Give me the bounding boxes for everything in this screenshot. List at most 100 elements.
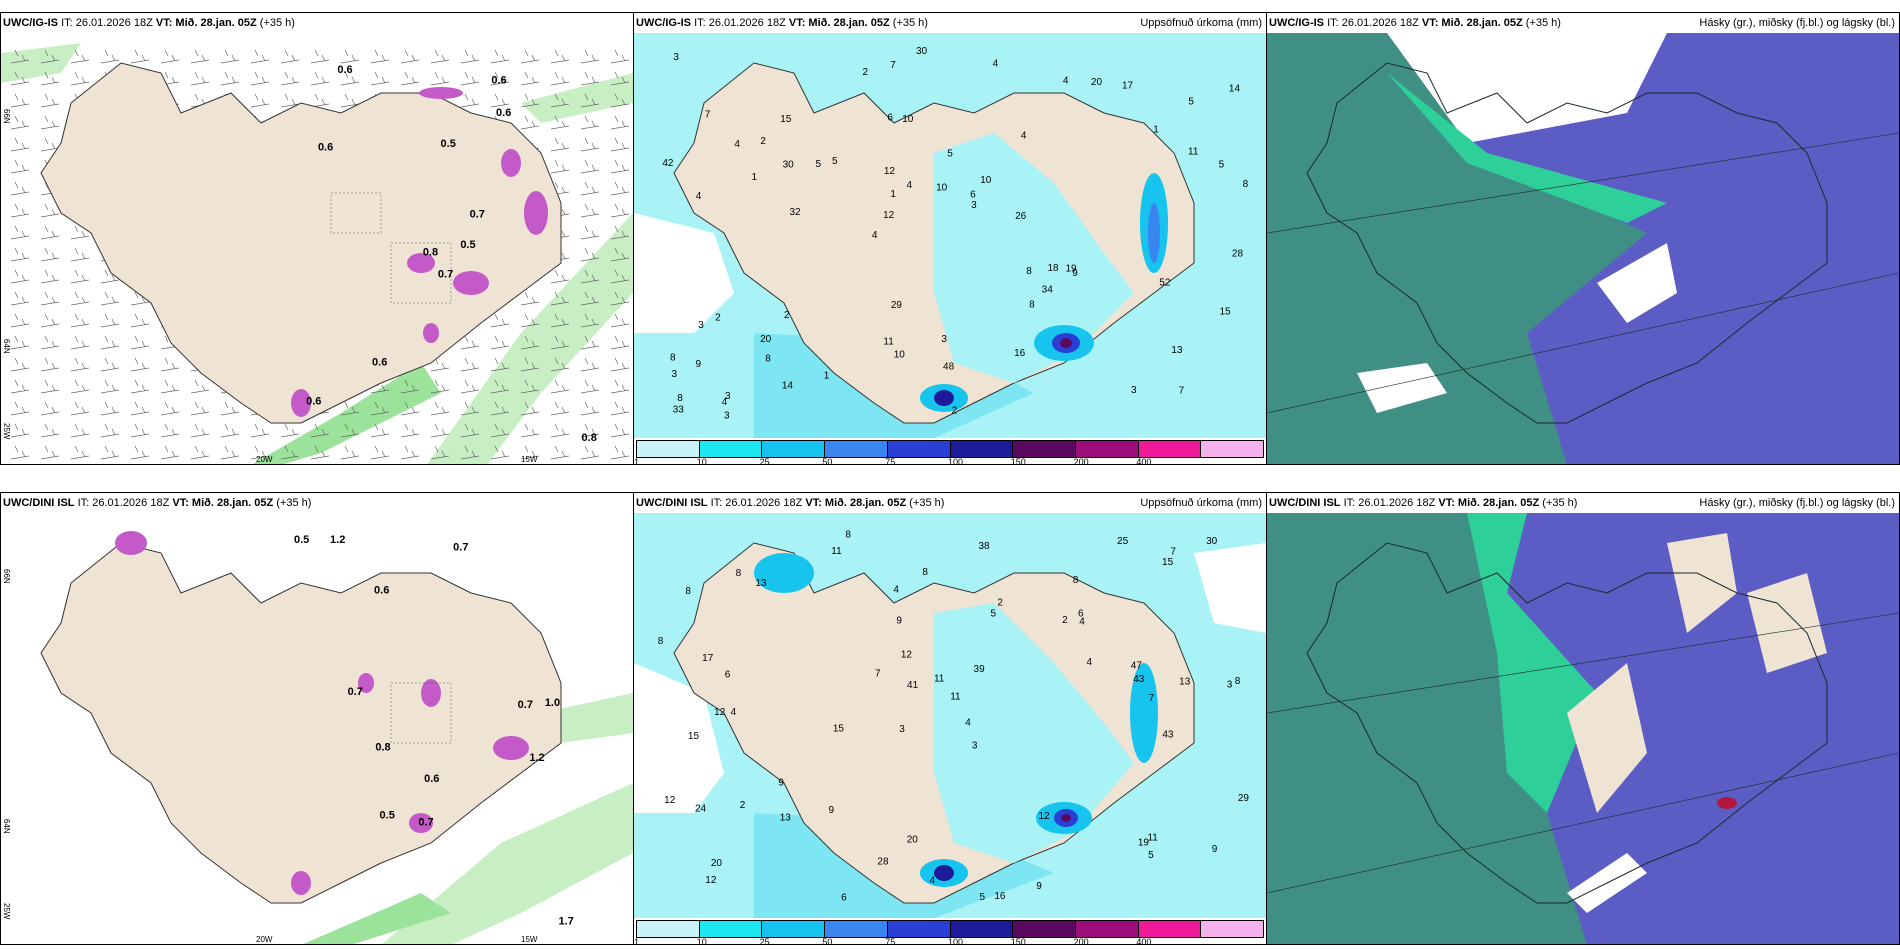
wind-barb-icon <box>100 313 120 328</box>
precip-value-label: 8 <box>765 354 771 365</box>
wind-barb-icon <box>550 269 570 284</box>
wind-value-label: 0.6 <box>318 142 333 154</box>
precip-value-label: 5 <box>1148 850 1154 861</box>
wind-barb-icon <box>160 445 180 460</box>
precip-value-label: 12 <box>714 707 726 718</box>
wind-barb-icon <box>40 379 60 394</box>
wind-barb-icon <box>280 93 300 108</box>
precip-value-label: 30 <box>916 46 928 57</box>
wind-barb-icon <box>580 203 600 218</box>
precip-value-label: 13 <box>1171 345 1183 356</box>
wind-barb-icon <box>220 423 240 438</box>
colorbar-swatch <box>762 921 826 937</box>
precip-value-label: 8 <box>1243 179 1249 190</box>
wind-barb-icon <box>40 423 60 438</box>
wind-barb-icon <box>520 379 540 394</box>
precip-colorbar: 1 10 25 50 75 100 150 200 400 <box>634 440 1266 465</box>
wind-barb-icon <box>160 379 180 394</box>
colorbar-tick-label: 25 <box>759 457 770 465</box>
precip-value-label: 43 <box>1133 674 1145 685</box>
wind-barb-icon <box>610 401 630 416</box>
precip-value-label: 20 <box>907 835 919 846</box>
wind-barb-icon <box>610 313 630 328</box>
wind-barb-icon <box>190 401 210 416</box>
lat-64-label: 64N <box>2 819 11 834</box>
wind-barb-icon <box>10 335 30 350</box>
wind-value-label: 0.7 <box>418 816 433 828</box>
wind-barb-icon <box>310 445 330 460</box>
wind-barb-icon <box>310 423 330 438</box>
wind-barb-icon <box>610 49 630 64</box>
wind-barb-icon <box>370 423 390 438</box>
wind-barb-icon <box>40 247 60 262</box>
precip-value-label: 12 <box>664 795 676 806</box>
lon-20-label: 20W <box>256 455 273 464</box>
wind-barb-icon <box>550 291 570 306</box>
cloud-map <box>1267 513 1899 944</box>
precip-value-label: 2 <box>997 597 1003 608</box>
wind-barb-icon <box>310 71 330 86</box>
wind-value-label: 0.7 <box>470 208 485 220</box>
panel-title: UWC/IG-IS IT: 26.01.2026 18Z VT: Mið. 28… <box>636 17 928 29</box>
colorbar-ticks: 1 10 25 50 75 100 150 200 400 <box>634 457 1264 465</box>
precip-value-label: 20 <box>711 858 723 869</box>
precip-value-label: 12 <box>883 210 895 221</box>
panel-title: UWC/IG-IS IT: 26.01.2026 18Z VT: Mið. 28… <box>1269 17 1561 29</box>
wind-barb-icon <box>610 203 630 218</box>
colorbar-swatch <box>825 441 888 457</box>
wind-barb-icon <box>160 401 180 416</box>
wind-barb-icon <box>340 71 360 86</box>
wind-barb-icon <box>610 423 630 438</box>
wind-barb-icon <box>70 225 90 240</box>
wind-barb-icon <box>10 269 30 284</box>
wind-barb-icon <box>40 291 60 306</box>
wind-barb-icon <box>490 445 510 460</box>
wind-barb-icon <box>520 49 540 64</box>
wind-value-label: 0.6 <box>424 773 439 785</box>
precip-value-label: 2 <box>952 405 958 416</box>
colorbar-tick-label: 10 <box>696 457 707 465</box>
precip-value-label: 13 <box>1179 676 1191 687</box>
wind-barb-icon <box>40 93 60 108</box>
precip-value-label: 1 <box>824 371 830 382</box>
wind-barb-icon <box>40 313 60 328</box>
wind-barb-icon <box>280 423 300 438</box>
precip-value-label: 8 <box>670 352 676 363</box>
precip-value-label: 5 <box>1188 96 1194 107</box>
colorbar-swatch <box>762 441 826 457</box>
wind-barb-icon <box>610 115 630 130</box>
wind-barb-icon <box>220 49 240 64</box>
precip-value-label: 3 <box>724 410 730 421</box>
wind-barb-icon <box>100 269 120 284</box>
precip-value-label: 13 <box>755 578 767 589</box>
colorbar-swatch <box>637 921 700 937</box>
wind-barb-icon <box>520 445 540 460</box>
wind-barb-icon <box>370 49 390 64</box>
precip-value-label: 15 <box>1162 557 1174 568</box>
precip-value-label: 3 <box>971 200 977 211</box>
precip-value-label: 12 <box>901 650 913 661</box>
wind-barb-icon <box>490 313 510 328</box>
precip-value-label: 41 <box>907 680 919 691</box>
wind-barb-icon <box>40 445 60 460</box>
wind-barb-icon <box>40 137 60 152</box>
wind-barb-icon <box>130 423 150 438</box>
colorbar-tick-label: 400 <box>1136 937 1152 945</box>
precip-value-label: 33 <box>673 404 685 415</box>
precip-value-label: 1 <box>890 189 896 200</box>
wind-barb-icon <box>610 247 630 262</box>
precip-value-label: 8 <box>1029 299 1035 310</box>
wind-barb-icon <box>10 401 30 416</box>
wind-barb-icon <box>70 423 90 438</box>
wind-barb-icon <box>130 49 150 64</box>
wind-barb-icon <box>580 445 600 460</box>
wind-barb-icon <box>100 335 120 350</box>
precip-value-label: 38 <box>978 541 990 552</box>
wind-barb-icon <box>40 335 60 350</box>
wind-barb-icon <box>400 445 420 460</box>
precip-value-label: 4 <box>930 876 936 887</box>
wind-barb-icon <box>430 49 450 64</box>
wind-barb-icon <box>100 357 120 372</box>
precip-value-label: 12 <box>1038 811 1050 822</box>
wind-barb-icon <box>190 49 210 64</box>
